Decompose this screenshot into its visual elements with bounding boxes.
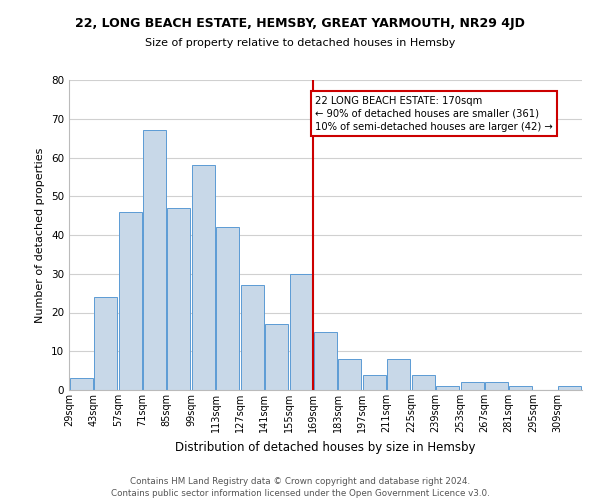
Bar (94, 297, 117, 390)
Bar (119, 212, 142, 390)
Bar (509, 386, 532, 390)
Y-axis label: Number of detached properties: Number of detached properties (35, 148, 46, 322)
Bar (485, 382, 508, 390)
Text: Size of property relative to detached houses in Hemsby: Size of property relative to detached ho… (145, 38, 455, 48)
Text: Contains public sector information licensed under the Open Government Licence v3: Contains public sector information licen… (110, 489, 490, 498)
Bar (338, 359, 361, 390)
Bar (314, 332, 337, 390)
Text: Contains HM Land Registry data © Crown copyright and database right 2024.: Contains HM Land Registry data © Crown c… (130, 478, 470, 486)
X-axis label: Distribution of detached houses by size in Hemsby: Distribution of detached houses by size … (175, 440, 476, 454)
Bar (265, 324, 288, 390)
Bar (412, 374, 435, 390)
Text: 22 LONG BEACH ESTATE: 170sqm
← 90% of detached houses are smaller (361)
10% of s: 22 LONG BEACH ESTATE: 170sqm ← 90% of de… (315, 96, 553, 132)
Bar (216, 227, 239, 390)
Bar (363, 374, 386, 390)
Bar (70, 378, 93, 390)
Bar (387, 359, 410, 390)
Text: 22, LONG BEACH ESTATE, HEMSBY, GREAT YARMOUTH, NR29 4JD: 22, LONG BEACH ESTATE, HEMSBY, GREAT YAR… (75, 18, 525, 30)
Bar (167, 208, 190, 390)
Bar (558, 386, 581, 390)
Bar (461, 382, 484, 390)
Bar (241, 286, 264, 390)
Bar (436, 386, 459, 390)
Bar (290, 274, 313, 390)
Bar (192, 165, 215, 390)
Bar (143, 130, 166, 390)
